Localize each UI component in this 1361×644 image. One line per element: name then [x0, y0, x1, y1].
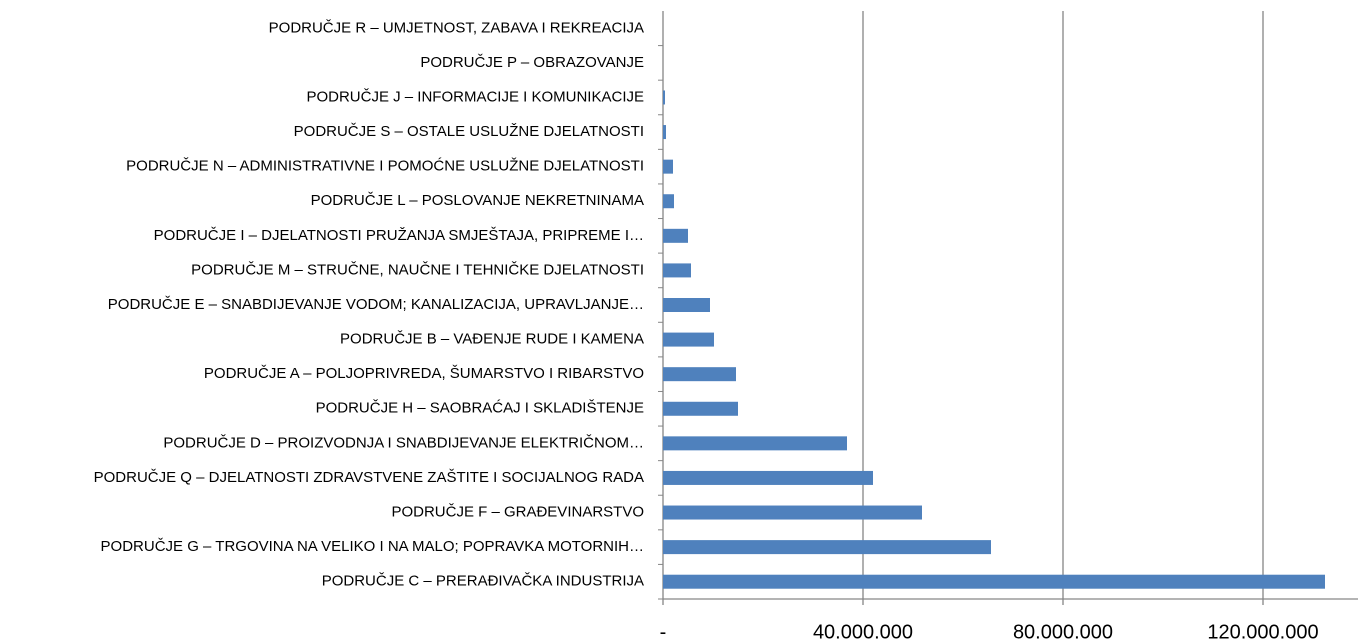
- y-tick-label: PODRUČJE R – UMJETNOST, ZABAVA I REKREAC…: [269, 19, 644, 36]
- y-tick-label: PODRUČJE A – POLJOPRIVREDA, ŠUMARSTVO I …: [204, 365, 644, 382]
- y-tick-label: PODRUČJE J – INFORMACIJE I KOMUNIKACIJE: [306, 88, 644, 105]
- bar: [663, 228, 688, 243]
- y-tick-label: PODRUČJE E – SNABDIJEVANJE VODOM; KANALI…: [108, 296, 644, 313]
- x-tick-label: -: [660, 621, 667, 643]
- bar: [663, 470, 873, 485]
- x-tick-label: 120.000.000: [1207, 621, 1318, 643]
- y-tick-label: PODRUČJE C – PRERAĐIVAČKA INDUSTRIJA: [322, 573, 644, 590]
- bar: [663, 505, 922, 520]
- bar: [663, 194, 674, 209]
- y-tick-label: PODRUČJE G – TRGOVINA NA VELIKO I NA MAL…: [101, 538, 644, 555]
- bar: [663, 574, 1325, 589]
- y-tick-label: PODRUČJE Q – DJELATNOSTI ZDRAVSTVENE ZAŠ…: [94, 469, 644, 486]
- bar: [663, 125, 666, 140]
- bar: [663, 540, 991, 555]
- bar: [663, 436, 847, 451]
- bar: [663, 263, 691, 278]
- y-tick-label: PODRUČJE P – OBRAZOVANJE: [420, 54, 644, 71]
- y-tick-label: PODRUČJE L – POSLOVANJE NEKRETNINAMA: [311, 192, 644, 209]
- bar: [663, 332, 714, 347]
- x-tick-label: 40.000.000: [813, 621, 913, 643]
- y-tick-label: PODRUČJE F – GRAĐEVINARSTVO: [391, 503, 644, 520]
- y-tick-label: PODRUČJE M – STRUČNE, NAUČNE I TEHNIČKE …: [191, 261, 644, 278]
- y-tick-label: PODRUČJE H – SAOBRAĆAJ I SKLADIŠTENJE: [316, 400, 644, 417]
- bar: [663, 298, 710, 312]
- y-tick-label: PODRUČJE D – PROIZVODNJA I SNABDIJEVANJE…: [163, 434, 644, 451]
- bar: [663, 367, 736, 382]
- bar: [663, 159, 673, 174]
- y-tick-label: PODRUČJE I – DJELATNOSTI PRUŽANJA SMJEŠT…: [154, 227, 644, 244]
- bar: [663, 401, 738, 416]
- bar: [663, 90, 665, 105]
- y-tick-label: PODRUČJE B – VAĐENJE RUDE I KAMENA: [340, 331, 644, 348]
- x-tick-label: 80.000.000: [1013, 621, 1113, 643]
- y-tick-label: PODRUČJE S – OSTALE USLUŽNE DJELATNOSTI: [294, 123, 644, 140]
- y-tick-label: PODRUČJE N – ADMINISTRATIVNE I POMOĆNE U…: [126, 158, 644, 175]
